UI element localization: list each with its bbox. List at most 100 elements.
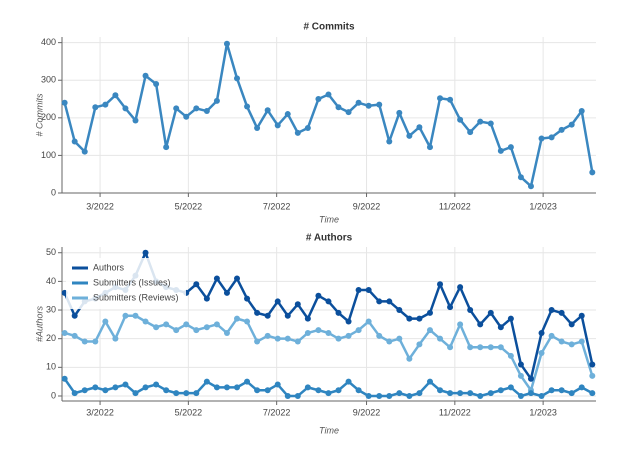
series	[61, 375, 596, 399]
point	[234, 75, 241, 82]
point	[386, 338, 393, 345]
point	[517, 174, 524, 181]
point	[284, 392, 291, 399]
point	[142, 72, 149, 79]
point	[274, 335, 281, 342]
point	[589, 169, 596, 176]
point	[193, 105, 200, 112]
point	[568, 321, 575, 328]
point	[264, 332, 271, 339]
point	[223, 289, 230, 296]
point	[467, 344, 474, 351]
point	[477, 344, 484, 351]
legend: Authors Submitters (Issues) Submitters (Re…	[66, 258, 186, 309]
point	[355, 99, 362, 106]
point	[497, 344, 504, 351]
y-tick-label: 200	[41, 112, 56, 122]
point	[234, 384, 241, 391]
point	[437, 281, 444, 288]
x-tick-label: 3/2022	[86, 407, 114, 417]
point	[284, 335, 291, 342]
point	[142, 384, 149, 391]
point	[568, 121, 575, 128]
point	[203, 378, 210, 385]
point	[467, 307, 474, 314]
point	[355, 387, 362, 394]
point	[507, 384, 514, 391]
x-axis-label: Time	[319, 214, 339, 224]
point	[153, 324, 160, 331]
point	[467, 390, 474, 397]
point	[578, 338, 585, 345]
point	[548, 387, 555, 394]
point	[578, 384, 585, 391]
point	[132, 117, 139, 124]
point	[132, 312, 139, 319]
x-tick-label: 1/2023	[529, 201, 557, 211]
point	[426, 378, 433, 385]
point	[183, 390, 190, 397]
point	[71, 332, 78, 339]
point	[81, 148, 88, 155]
point	[437, 95, 444, 102]
point	[254, 338, 261, 345]
point	[223, 384, 230, 391]
point	[558, 126, 565, 133]
x-tick-label: 7/2022	[263, 201, 291, 211]
point	[315, 387, 322, 394]
point	[345, 318, 352, 325]
point	[294, 129, 301, 136]
chart-title: # Commits	[303, 22, 355, 33]
point	[376, 101, 383, 108]
point	[284, 312, 291, 319]
point	[517, 372, 524, 379]
point	[315, 292, 322, 299]
point	[558, 387, 565, 394]
point	[538, 392, 545, 399]
point	[538, 329, 545, 336]
point	[376, 332, 383, 339]
point	[304, 384, 311, 391]
point	[457, 390, 464, 397]
legend-label: Authors	[93, 262, 125, 272]
x-tick-label: 5/2022	[175, 407, 203, 417]
x-tick-label: 1/2023	[529, 407, 557, 417]
point	[193, 327, 200, 334]
point	[294, 392, 301, 399]
point	[365, 286, 372, 293]
y-tick-label: 20	[46, 333, 56, 343]
point	[355, 286, 362, 293]
point	[315, 327, 322, 334]
point	[163, 321, 170, 328]
point	[497, 324, 504, 331]
x-tick-label: 3/2022	[86, 201, 114, 211]
y-axis-label: # Commits	[34, 93, 44, 137]
x-tick-label: 9/2022	[353, 201, 381, 211]
point	[92, 338, 99, 345]
point	[234, 315, 241, 322]
point	[527, 183, 534, 190]
point	[497, 387, 504, 394]
point	[396, 307, 403, 314]
point	[355, 327, 362, 334]
point	[244, 378, 251, 385]
point	[558, 338, 565, 345]
point	[578, 108, 585, 115]
point	[335, 387, 342, 394]
y-axis-label: #Authors	[34, 305, 44, 342]
point	[193, 281, 200, 288]
point	[213, 275, 220, 282]
point	[487, 344, 494, 351]
point	[102, 318, 109, 325]
point	[437, 387, 444, 394]
point	[223, 329, 230, 336]
point	[315, 96, 322, 103]
point	[163, 387, 170, 394]
point	[335, 104, 342, 111]
point	[396, 390, 403, 397]
y-tick-label: 100	[41, 150, 56, 160]
point	[173, 327, 180, 334]
point	[203, 108, 210, 115]
point	[304, 329, 311, 336]
point	[487, 309, 494, 316]
